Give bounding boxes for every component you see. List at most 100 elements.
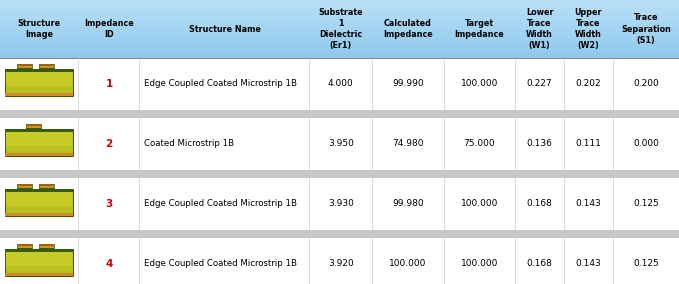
Bar [5,189,73,192]
Bar [18,68,33,70]
Text: 0.125: 0.125 [633,260,659,268]
Text: 3.950: 3.950 [328,139,354,149]
Bar [0,37,679,39]
Bar [39,244,54,246]
Bar [0,2,679,4]
Text: 100.000: 100.000 [461,80,498,89]
Text: 3: 3 [105,199,113,209]
Bar [5,189,73,216]
Text: Trace
Separation
(S1): Trace Separation (S1) [621,13,671,45]
Bar [39,64,54,69]
Bar [5,214,73,216]
Bar [0,178,679,230]
Text: 4.000: 4.000 [328,80,354,89]
Text: Upper
Trace
Width
(W2): Upper Trace Width (W2) [574,8,602,50]
Text: 74.980: 74.980 [392,139,424,149]
Bar [26,124,41,126]
Bar [0,31,679,33]
Bar [39,248,54,250]
Bar [0,29,679,31]
Bar [0,6,679,8]
Bar [0,46,679,48]
Bar [0,21,679,23]
Bar [0,17,679,19]
Text: 0.143: 0.143 [576,260,601,268]
Text: 3.920: 3.920 [328,260,354,268]
Bar [18,244,33,249]
Bar [5,93,73,96]
Text: 0.202: 0.202 [576,80,601,89]
Text: Edge Coupled Coated Microstrip 1B: Edge Coupled Coated Microstrip 1B [145,199,297,208]
Text: 100.000: 100.000 [389,260,426,268]
Bar [0,54,679,56]
Text: 0.125: 0.125 [633,199,659,208]
Text: Structure
Image: Structure Image [18,19,61,39]
Bar [0,10,679,12]
Bar [0,39,679,41]
Bar [0,50,679,52]
Bar [0,41,679,43]
Text: 0.200: 0.200 [633,80,659,89]
Bar [26,124,41,129]
Bar [0,58,679,110]
Bar [0,19,679,21]
Bar [0,48,679,50]
Bar [0,8,679,10]
Bar [18,184,33,189]
Bar [39,68,54,70]
Bar [18,244,33,246]
Bar [0,25,679,27]
Bar [39,188,54,190]
Bar [6,250,73,266]
Bar [5,249,73,276]
Bar [18,188,33,190]
Bar [0,43,679,45]
Bar [5,129,73,156]
Text: Target
Impedance: Target Impedance [454,19,504,39]
Bar [0,4,679,6]
Text: Coated Microstrip 1B: Coated Microstrip 1B [145,139,234,149]
Text: 0.136: 0.136 [527,139,553,149]
Text: Substrate
1
Dielectric
(Er1): Substrate 1 Dielectric (Er1) [318,8,363,50]
Bar [18,64,33,66]
Bar [5,249,73,252]
Text: Edge Coupled Coated Microstrip 1B: Edge Coupled Coated Microstrip 1B [145,260,297,268]
Bar [39,184,54,186]
Bar [18,64,33,69]
Bar [5,69,73,96]
Bar [5,273,73,276]
Bar [6,70,73,86]
Bar [5,153,73,156]
Bar [0,12,679,14]
Bar [6,190,73,206]
Bar [0,45,679,46]
Bar [5,129,73,131]
Text: 100.000: 100.000 [461,260,498,268]
Bar [6,130,73,146]
Bar [0,33,679,35]
Bar [0,14,679,15]
Bar [39,64,54,66]
Bar [39,244,54,249]
Bar [0,118,679,170]
Bar [0,23,679,25]
Text: 0.168: 0.168 [527,199,553,208]
Text: 4: 4 [105,259,113,269]
Text: 0.000: 0.000 [633,139,659,149]
Bar [0,0,679,2]
Bar [0,15,679,17]
Bar [18,248,33,250]
Text: Calculated
Impedance: Calculated Impedance [383,19,433,39]
Bar [26,128,41,130]
Bar [0,27,679,29]
Bar [0,170,679,178]
Text: 99.980: 99.980 [392,199,424,208]
Bar [0,56,679,58]
Text: Impedance
ID: Impedance ID [84,19,134,39]
Text: 99.990: 99.990 [392,80,424,89]
Text: 3.930: 3.930 [328,199,354,208]
Text: 2: 2 [105,139,113,149]
Text: 0.111: 0.111 [575,139,602,149]
Bar [5,69,73,72]
Text: 1: 1 [105,79,113,89]
